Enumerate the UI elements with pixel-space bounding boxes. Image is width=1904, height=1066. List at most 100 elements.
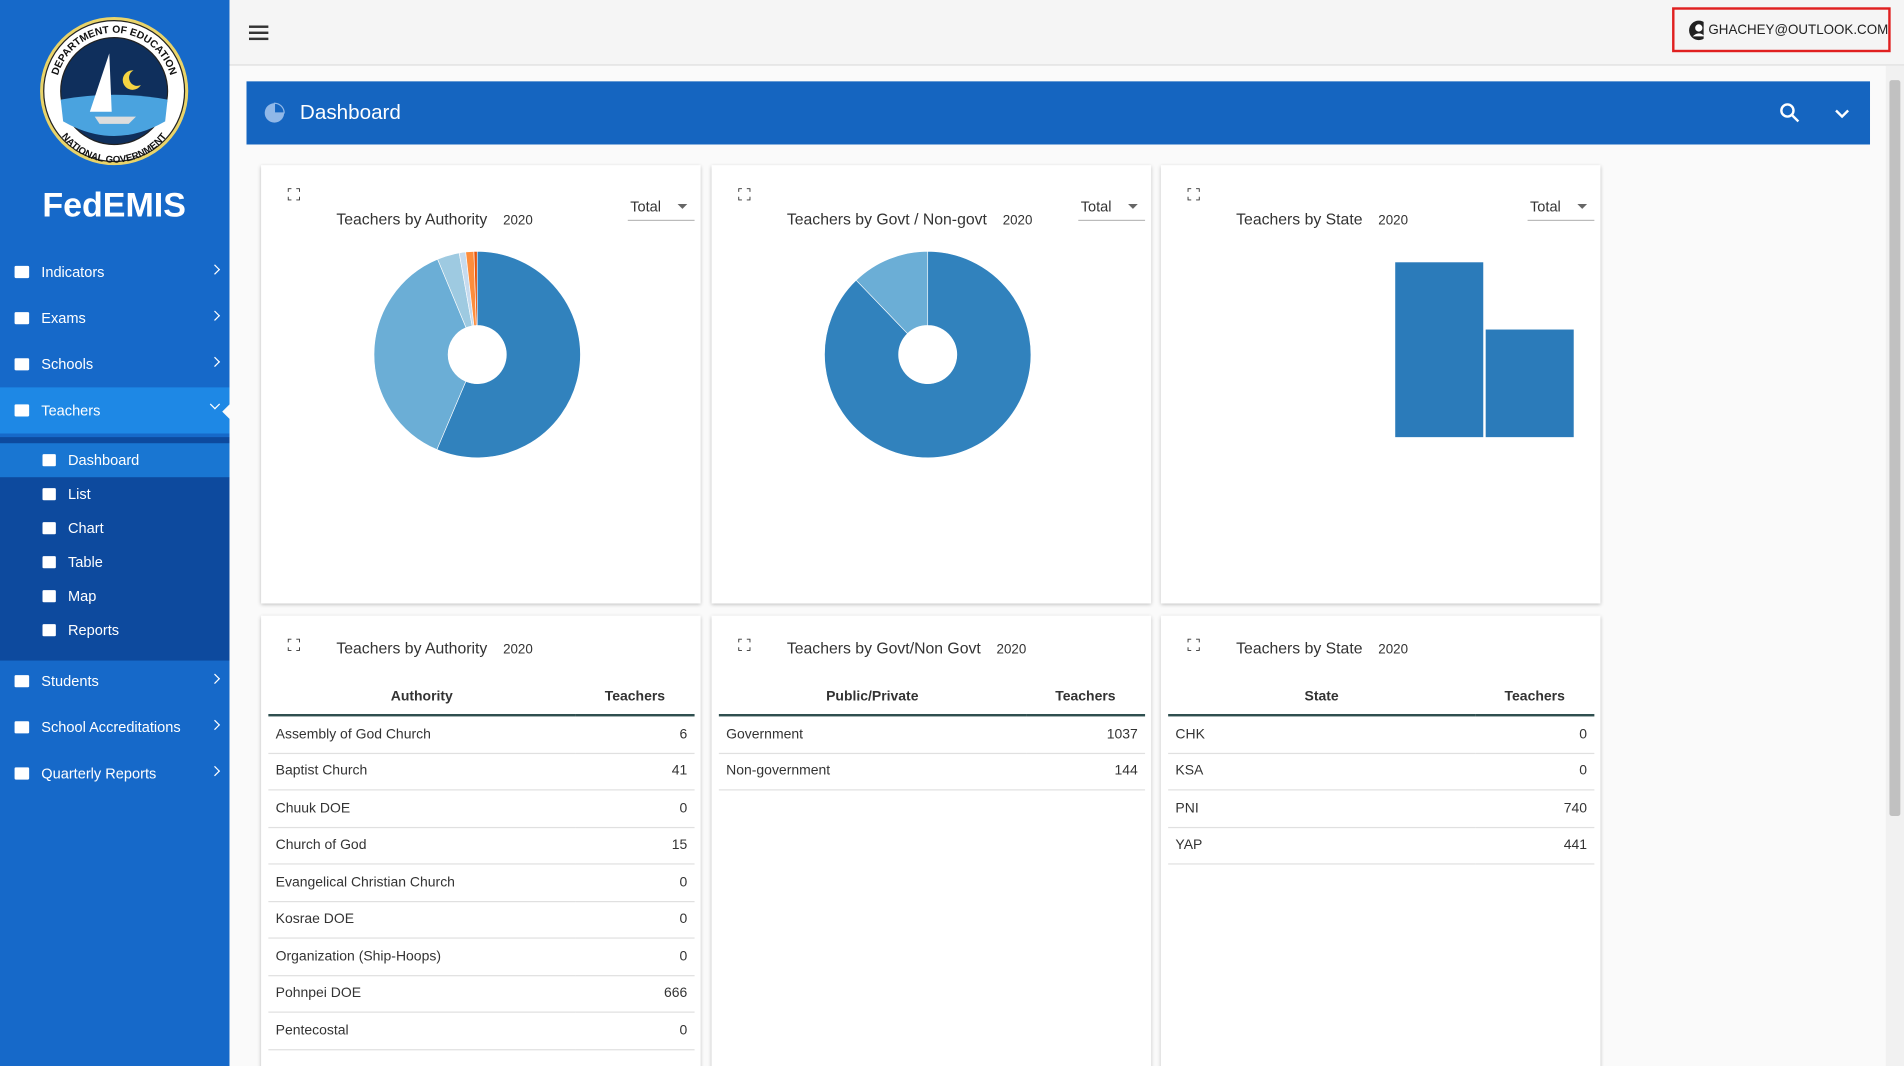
table-row: KSA 0: [1168, 752, 1595, 791]
row-value: 0: [575, 863, 695, 902]
submenu-icon: [42, 556, 56, 569]
menu-item[interactable]: Teachers: [0, 387, 230, 434]
row-label: Church of God: [268, 826, 576, 865]
topbar: GHACHEY@OUTLOOK.COM: [229, 0, 1904, 66]
chart-card: Government Teachers by Govt / Non-govt 202…: [711, 165, 1152, 604]
card-title-text: Teachers by Govt/Non Govt: [786, 638, 981, 657]
menu-chevron: [209, 765, 221, 777]
fullscreen-icon[interactable]: [737, 185, 752, 202]
submenu-item[interactable]: List: [0, 477, 230, 511]
table-row: Pohnpei DOE 666: [268, 975, 695, 1013]
menu-icon: [14, 404, 30, 417]
search-button[interactable]: [1779, 102, 1801, 124]
column-header[interactable]: Teachers: [1025, 678, 1146, 717]
card-title-text: Teachers by Authority: [336, 638, 488, 657]
row-label: Assembly of God Church: [268, 715, 576, 754]
table-row: Pentecostal 0: [268, 1012, 695, 1050]
column-header[interactable]: Public/Private: [718, 678, 1026, 717]
menu-item[interactable]: Indicators: [0, 249, 230, 295]
filter-select[interactable]: Total: [627, 198, 695, 222]
row-value: 0: [575, 1012, 695, 1050]
active-marker: [222, 404, 230, 419]
row-label: Chuuk DOE: [268, 789, 576, 828]
menu-chevron: [209, 356, 221, 368]
menu-icon: [14, 767, 30, 780]
column-header[interactable]: State: [1168, 678, 1476, 717]
submenu-label: List: [68, 485, 91, 503]
menu-label: School Accreditations: [41, 718, 181, 736]
submenu-icon: [42, 454, 56, 467]
data-table: Public/Private Teachers Government 1037 Non-…: [718, 678, 1146, 791]
filter-select[interactable]: Total: [1078, 198, 1146, 222]
submenu-item[interactable]: Table: [0, 545, 230, 579]
logo-sail: [89, 53, 112, 112]
fullscreen-icon[interactable]: [1186, 635, 1201, 652]
table-card: Teachers by Authority 2020 Authority Teache…: [261, 615, 701, 1066]
row-value: 41: [575, 752, 695, 791]
row-label: Government: [718, 715, 1026, 754]
table-card: Teachers by Govt/Non Govt 2020 Public/Priv…: [711, 615, 1152, 1066]
card-title-text: Teachers by Govt / Non-govt: [786, 210, 987, 229]
submenu-item[interactable]: Dashboard: [0, 443, 230, 478]
row-label: CHK: [1168, 715, 1476, 754]
collapse-button[interactable]: [1834, 108, 1851, 120]
sidebar: DEPARTMENT OF EDUCATION NATIONAL GOVERNM…: [0, 0, 230, 1066]
pie-slice: [373, 258, 467, 450]
menu-icon: [14, 721, 30, 734]
menu-item[interactable]: Exams: [0, 295, 230, 341]
page-title: Dashboard: [299, 100, 401, 124]
fullscreen-icon[interactable]: [286, 635, 301, 652]
row-value: 740: [1475, 789, 1595, 828]
filter-arrow: [1577, 204, 1588, 209]
menu-label: Schools: [41, 355, 94, 373]
menu-label: Teachers: [41, 401, 101, 419]
menu-icon: [14, 358, 30, 371]
fullscreen-icon[interactable]: [737, 635, 752, 652]
row-value: 0: [575, 789, 695, 828]
menu-label: Quarterly Reports: [41, 765, 157, 783]
pie-slice: [436, 251, 581, 459]
card-title: Teachers by State 2020: [1236, 210, 1408, 228]
filter-arrow: [677, 204, 688, 209]
menu-item[interactable]: Students: [0, 658, 230, 704]
row-value: 0: [575, 938, 695, 976]
fullscreen-icon[interactable]: [286, 185, 301, 202]
fullscreen-icon[interactable]: [1186, 185, 1201, 202]
menu-toggle[interactable]: [248, 24, 271, 41]
menu-chevron: [209, 399, 221, 410]
filter-value: Total: [1530, 197, 1561, 215]
user-menu[interactable]: GHACHEY@OUTLOOK.COM: [1672, 7, 1891, 53]
filter-arrow: [1128, 204, 1138, 209]
table-row: YAP 441: [1168, 826, 1595, 865]
menu-item[interactable]: Quarterly Reports: [0, 750, 230, 796]
row-label: YAP: [1168, 826, 1476, 865]
filter-select[interactable]: Total: [1527, 197, 1595, 222]
column-header[interactable]: Authority: [268, 678, 576, 717]
scrollbar[interactable]: [1885, 65, 1904, 1066]
submenu-item[interactable]: Map: [0, 579, 230, 613]
logo-sea: [60, 94, 168, 137]
table-row: Organization (Ship-Hoops) 0: [268, 938, 695, 976]
submenu-item[interactable]: Chart: [0, 511, 230, 545]
scroll-thumb[interactable]: [1889, 80, 1901, 817]
column-header[interactable]: Teachers: [1475, 678, 1595, 717]
row-value: 15: [575, 826, 695, 865]
column-header[interactable]: Teachers: [575, 678, 695, 717]
data-table: Authority Teachers Assembly of God Church 6…: [268, 678, 695, 1050]
row-label: Organization (Ship-Hoops): [268, 938, 576, 976]
app-name: FedEMIS: [42, 187, 186, 225]
submenu-item[interactable]: Reports: [0, 613, 230, 647]
table-row: CHK 0: [1168, 715, 1595, 754]
chart: Government: [824, 251, 1032, 459]
card-title-text: Teachers by State: [1236, 210, 1363, 229]
row-value: 441: [1475, 826, 1595, 865]
row-label: PNI: [1168, 789, 1476, 828]
menu-label: Indicators: [41, 263, 105, 281]
menu-item[interactable]: Schools: [0, 341, 230, 387]
menu-item[interactable]: School Accreditations: [0, 704, 230, 750]
table-header: State Teachers: [1168, 678, 1595, 717]
menu-icon: [14, 675, 30, 688]
pie-slice: [824, 251, 1032, 459]
data-table: State Teachers CHK 0 KSA 0 PNI 740 YAP 441: [1168, 678, 1595, 865]
menu-label: Students: [41, 672, 99, 690]
